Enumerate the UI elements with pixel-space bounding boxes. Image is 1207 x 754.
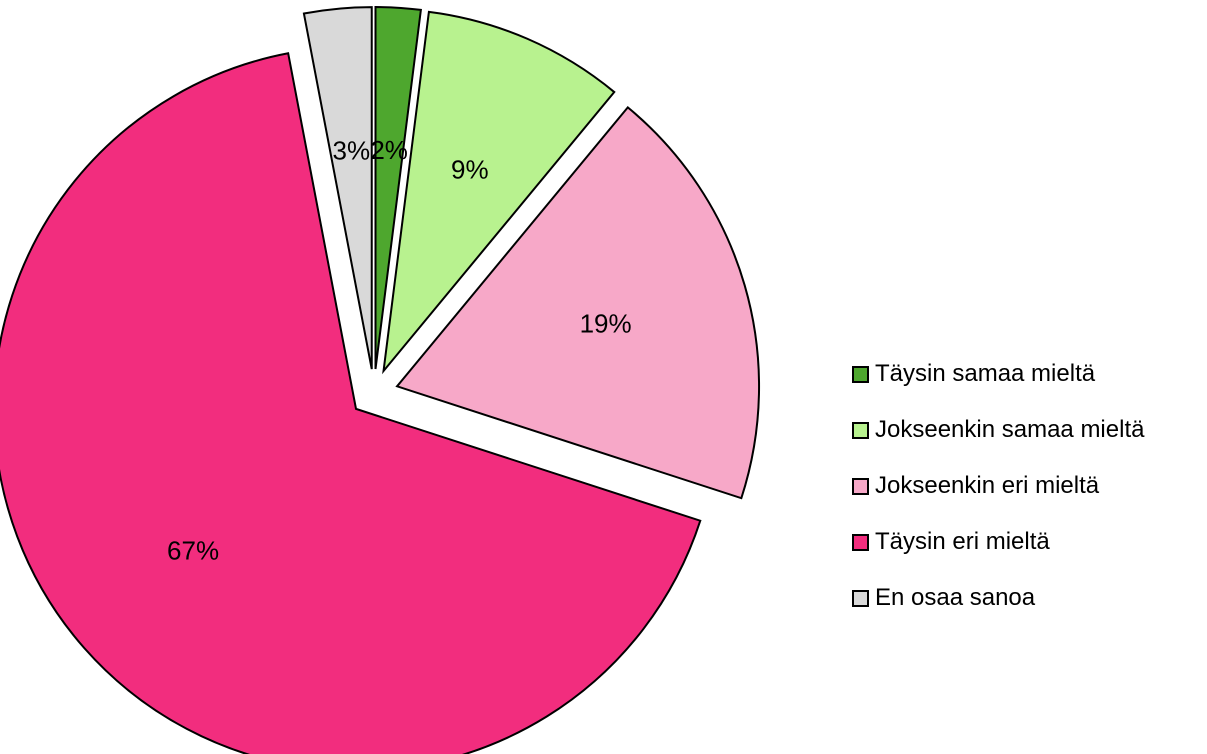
legend-swatch [852, 589, 869, 607]
legend-label: Jokseenkin samaa mieltä [875, 416, 1145, 443]
data-label-taysin-samaa-mielta: 2% [370, 135, 408, 165]
legend-swatch [852, 533, 869, 551]
legend-label: Täysin eri mieltä [875, 528, 1050, 555]
pie-slice-taysin-samaa-mielta [374, 6, 422, 370]
pie-slice-en-osaa-sanoa [302, 6, 373, 370]
legend-item-taysin-eri-mielta: Täysin eri mieltä [852, 528, 1144, 556]
legend-item-taysin-samaa-mielta: Täysin samaa mieltä [852, 360, 1144, 388]
legend-label: Jokseenkin eri mieltä [875, 472, 1100, 499]
legend-swatch [852, 421, 869, 439]
data-label-jokseenkin-samaa-mielta: 9% [451, 155, 489, 185]
pie-slice-taysin-eri-mielta [0, 52, 702, 754]
pie-slice-jokseenkin-samaa-mielta [382, 10, 616, 375]
legend-swatch [852, 365, 869, 383]
legend-item-jokseenkin-samaa-mielta: Jokseenkin samaa mieltä [852, 416, 1144, 444]
legend: Täysin samaa mieltä Jokseenkin samaa mie… [852, 360, 1144, 640]
pie-slice-jokseenkin-eri-mielta [395, 105, 761, 500]
legend-label: En osaa sanoa [875, 584, 1036, 611]
data-label-taysin-eri-mielta: 67% [167, 535, 219, 565]
legend-item-jokseenkin-eri-mielta: Jokseenkin eri mieltä [852, 472, 1144, 500]
legend-label: Täysin samaa mieltä [875, 360, 1096, 387]
legend-item-en-osaa-sanoa: En osaa sanoa [852, 584, 1144, 612]
data-label-en-osaa-sanoa: 3% [333, 136, 371, 166]
data-label-jokseenkin-eri-mielta: 19% [580, 309, 632, 339]
legend-swatch [852, 477, 869, 495]
